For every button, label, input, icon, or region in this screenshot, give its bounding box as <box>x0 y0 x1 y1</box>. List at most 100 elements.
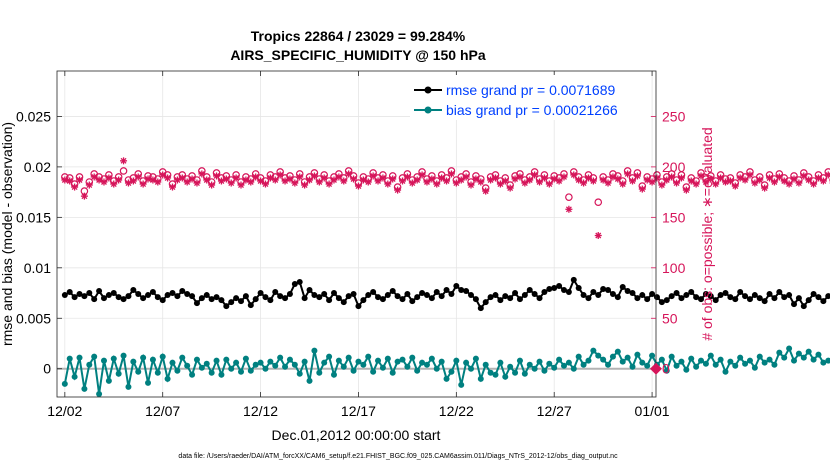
rmse-series-point <box>81 293 88 300</box>
rmse-series-point <box>164 292 171 299</box>
evaluated-point <box>61 176 69 184</box>
bias-series-point <box>742 360 749 367</box>
asterisk-stroke <box>101 179 107 185</box>
possible-point <box>119 167 128 175</box>
asterisk-stroke <box>189 176 196 182</box>
possible-point <box>594 198 603 207</box>
bias-series-point <box>301 358 308 365</box>
asterisk-stroke <box>551 176 558 182</box>
asterisk-stroke <box>242 177 249 183</box>
asterisk-stroke <box>600 177 607 183</box>
y-tick-label-right: 250 <box>662 108 686 124</box>
rmse-series-point <box>257 290 264 297</box>
rmse-series-point <box>384 292 391 299</box>
asterisk-stroke <box>179 175 186 181</box>
bias-series-point <box>732 362 739 369</box>
bias-series-point <box>179 354 186 361</box>
rmse-series-point <box>526 287 533 294</box>
bias-series-point <box>184 362 191 369</box>
bias-series-point <box>370 368 377 375</box>
evaluated-point <box>222 175 230 183</box>
rmse-series-point <box>629 290 636 297</box>
rmse-series-point <box>61 292 68 299</box>
rmse-series-point <box>560 287 567 294</box>
bias-series-point <box>658 356 665 363</box>
evaluated-point <box>521 179 529 187</box>
bias-series-point <box>634 351 641 358</box>
asterisk-stroke <box>335 174 342 180</box>
rmse-series-point <box>668 293 675 300</box>
rmse-series-point <box>771 295 778 302</box>
rmse-series-point <box>242 293 249 300</box>
bias-series-point <box>360 361 367 368</box>
evaluated-point <box>790 175 798 183</box>
asterisk-stroke <box>120 157 127 164</box>
rmse-series-point <box>443 287 450 294</box>
rmse-series-point <box>791 301 798 308</box>
rmse-series <box>61 276 830 312</box>
bias-series-point <box>335 357 342 364</box>
evaluated-point <box>193 179 201 187</box>
evaluated-point <box>810 180 818 188</box>
evaluated-point <box>619 180 627 188</box>
asterisk-stroke <box>482 188 489 195</box>
bias-series-point <box>115 370 122 377</box>
bias-series-point <box>267 358 274 365</box>
asterisk-stroke <box>355 183 362 190</box>
evaluated-point <box>354 182 362 190</box>
asterisk-stroke <box>629 178 636 184</box>
rmse-series-point <box>365 292 372 299</box>
bias-series-point <box>497 359 504 366</box>
asterisk-stroke <box>507 185 514 192</box>
bias-series-point <box>399 356 406 363</box>
evaluated-point <box>120 157 128 165</box>
bias-series-point <box>365 353 372 360</box>
asterisk-stroke <box>673 180 680 186</box>
y-tick-label-right: 50 <box>662 310 678 326</box>
plot-frame <box>56 70 657 398</box>
x-axis-label: Dec.01,2012 00:00:00 start <box>272 427 441 443</box>
bias-series-point <box>531 365 538 372</box>
evaluated-point <box>648 178 656 186</box>
y-axis-label-left: rmse and bias (model - observation) <box>0 122 15 346</box>
evaluated-point <box>71 183 79 191</box>
asterisk-stroke <box>477 179 484 185</box>
bias-series-point <box>145 379 152 386</box>
evaluated-point <box>203 176 211 184</box>
bias-series-point <box>228 365 235 372</box>
evaluated-point <box>335 173 343 181</box>
evaluated-point <box>516 173 524 181</box>
bias-series-point <box>438 358 445 365</box>
rmse-series-point <box>169 290 176 297</box>
rmse-series-point <box>693 294 700 301</box>
evaluated-point <box>66 177 74 185</box>
evaluated-point <box>110 180 118 188</box>
bias-series-point <box>81 385 88 392</box>
evaluated-point <box>168 183 176 191</box>
bias-series-point <box>575 353 582 360</box>
asterisk-stroke <box>105 175 112 181</box>
rmse-series-point <box>350 291 357 298</box>
evaluated-point <box>477 178 485 186</box>
rmse-series-point <box>228 299 235 306</box>
rmse-series-point <box>600 286 607 293</box>
bias-series-point <box>213 357 220 364</box>
bias-series-point <box>580 361 587 368</box>
x-tick-label: 12/27 <box>537 403 572 419</box>
rmse-series-point <box>419 290 426 297</box>
asterisk-stroke <box>316 179 323 185</box>
bias-series-point <box>296 370 303 377</box>
evaluated-point <box>232 174 240 182</box>
bias-series-point <box>458 381 465 388</box>
legend-bias-label: bias grand pr = 0.00021266 <box>446 102 618 118</box>
asterisk-stroke <box>766 175 773 181</box>
bias-series-point <box>433 365 440 372</box>
asterisk-stroke <box>732 183 739 190</box>
rmse-series-point <box>399 296 406 303</box>
evaluated-point <box>472 175 480 183</box>
rmse-series-point <box>614 294 621 301</box>
evaluated-point <box>491 174 499 182</box>
bias-series-point <box>345 354 352 361</box>
bias-series-point <box>688 355 695 362</box>
